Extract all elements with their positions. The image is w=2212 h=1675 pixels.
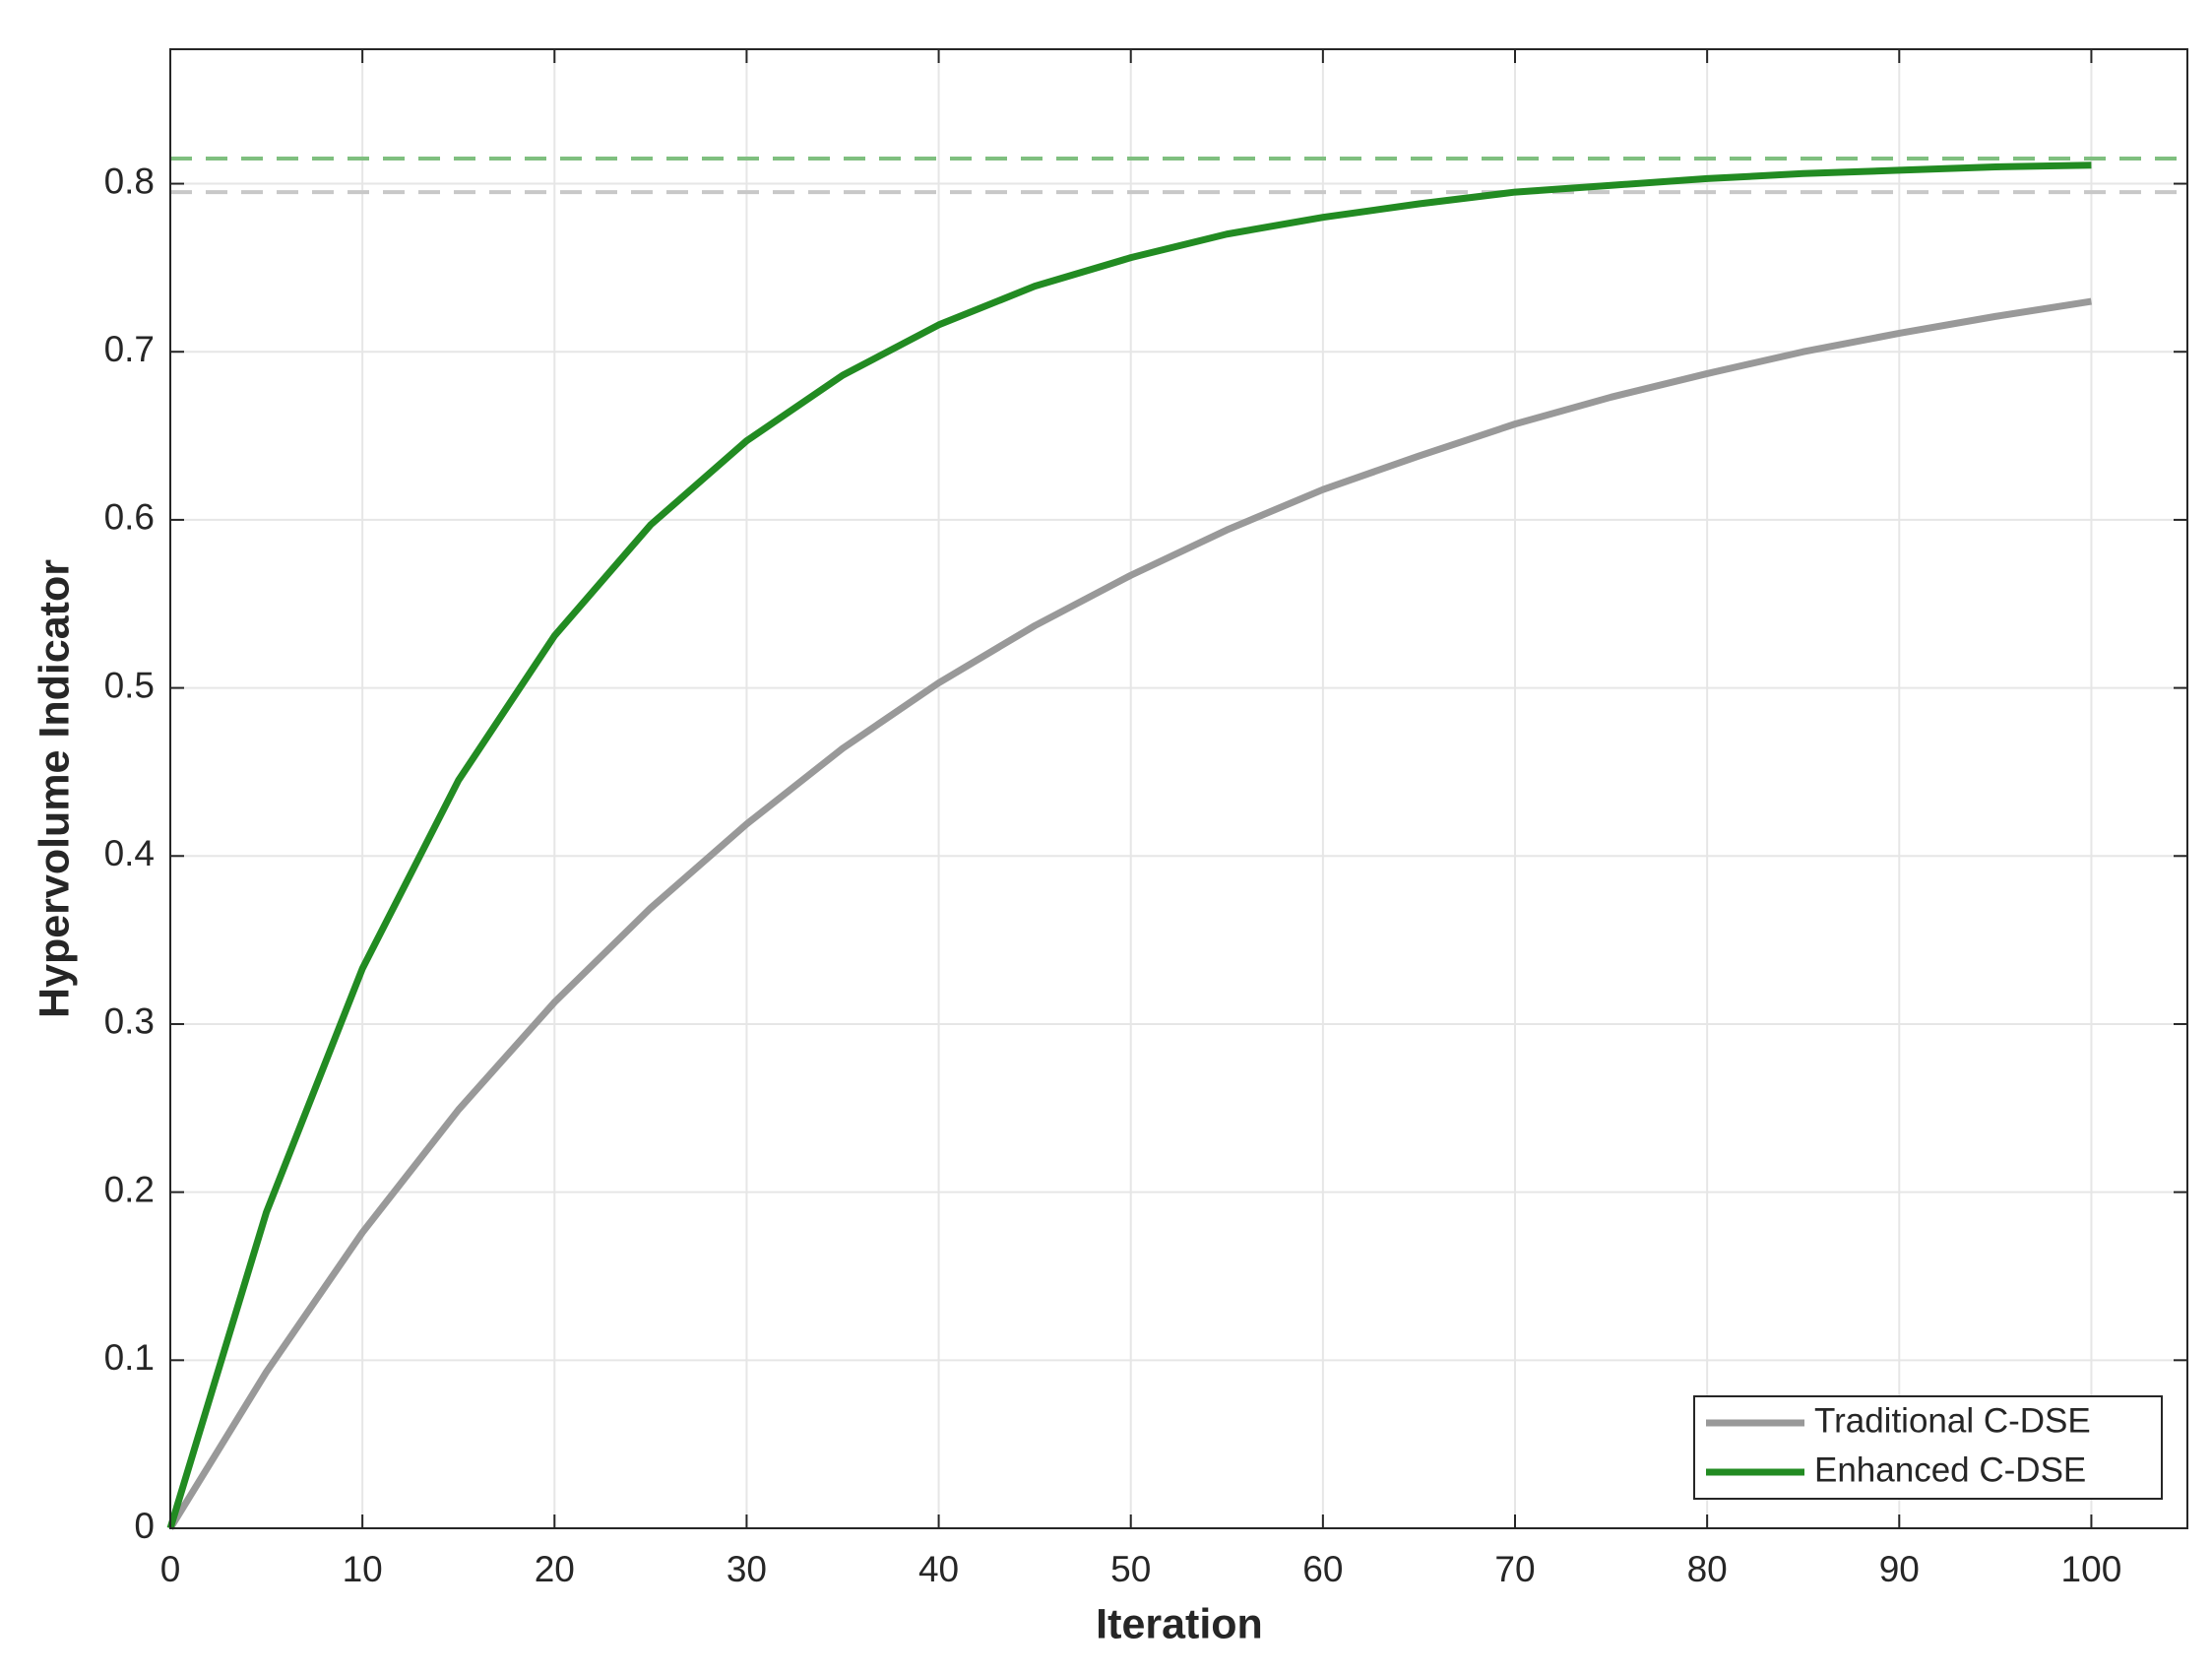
- y-tick-label: 0.4: [104, 833, 155, 873]
- y-tick-label: 0: [134, 1506, 155, 1546]
- x-tick-label: 50: [1110, 1549, 1151, 1589]
- y-axis-label: Hypervolume Indicator: [31, 559, 78, 1018]
- series-line: [167, 297, 2092, 1530]
- x-tick-label: 60: [1302, 1549, 1343, 1589]
- x-tick-label: 90: [1879, 1549, 1920, 1589]
- y-tick-label: 0.1: [104, 1337, 155, 1378]
- series-line: [166, 161, 2092, 1530]
- x-tick-label: 0: [160, 1549, 181, 1589]
- x-axis-label: Iteration: [1096, 1600, 1263, 1647]
- x-tick-label: 20: [535, 1549, 575, 1589]
- legend-box: [1693, 1395, 2163, 1500]
- x-tick-label: 80: [1687, 1549, 1728, 1589]
- y-tick-label: 0.7: [104, 329, 155, 369]
- x-tick-label: 30: [727, 1549, 767, 1589]
- axes-box: [169, 48, 2188, 1529]
- y-tick-label: 0.6: [104, 497, 155, 538]
- y-tick-label: 0.8: [104, 161, 155, 201]
- x-tick-label: 70: [1494, 1549, 1535, 1589]
- x-tick-label: 10: [343, 1549, 383, 1589]
- legend-label: Traditional C-DSE: [1814, 1401, 2091, 1440]
- legend-label: Enhanced C-DSE: [1814, 1450, 2086, 1489]
- x-tick-label: 100: [2061, 1549, 2122, 1589]
- y-tick-label: 0.5: [104, 665, 155, 705]
- legend: Traditional C-DSE Enhanced C-DSE: [1693, 1395, 2163, 1500]
- y-tick-label: 0.3: [104, 1001, 155, 1042]
- x-tick-label: 40: [918, 1549, 959, 1589]
- y-tick-label: 0.2: [104, 1169, 155, 1209]
